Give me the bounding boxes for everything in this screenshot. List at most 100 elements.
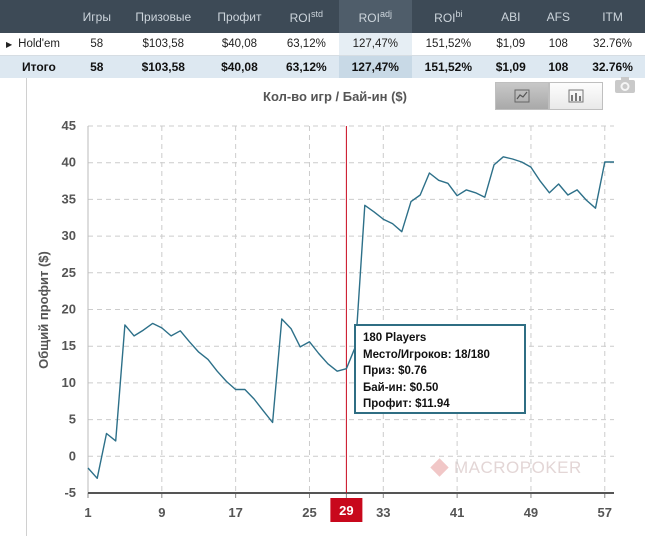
y-tick-label: 20 [62,302,76,317]
y-tick-label: 5 [69,412,76,427]
chart-title: Кол-во игр / Бай-ин ($) [263,89,407,104]
data-point [372,210,376,214]
table-row-holdem[interactable]: ▶ Hold'em 58 $103,58 $40,08 63,12% 127,47… [0,33,645,56]
data-point [427,171,431,175]
y-tick-label: 45 [62,118,76,133]
camera-button[interactable] [614,74,636,96]
data-point [188,340,192,344]
y-tick-label: 15 [62,338,76,353]
cell-abi: $1,09 [484,55,537,78]
line-chart-button[interactable] [495,82,549,110]
data-point [446,181,450,185]
data-point [298,345,302,349]
cell-roi-bi: 151,52% [411,55,485,78]
x-tick-label: 25 [302,505,316,520]
data-point [307,340,311,344]
x-tick-label: 9 [158,505,165,520]
cell-itm: 32.76% [580,33,645,56]
col-header-profit[interactable]: Профит [204,0,274,33]
y-tick-label: -5 [64,485,76,500]
x-tick-label: 33 [376,505,390,520]
stats-table: Игры Призовые Профит ROIstd ROIadj ROIbi… [0,0,645,78]
data-point [243,388,247,392]
cell-afs: 108 [536,33,581,56]
cell-afs: 108 [536,55,581,78]
col-header-prizes[interactable]: Призовые [121,0,205,33]
col-header-games[interactable]: Игры [72,0,122,33]
data-point [141,328,145,332]
data-point [197,350,201,354]
watermark-logo: MACROPOKER [430,458,582,478]
chart-panel [26,78,639,536]
cell-abi: $1,09 [484,33,537,56]
data-point [252,397,256,401]
line-chart-icon [514,89,530,103]
col-header-abi[interactable]: ABI [484,0,537,33]
profit-series-line [87,156,614,479]
data-point [501,155,505,159]
data-point [391,222,395,226]
data-point [566,193,570,197]
stats-header-row: Игры Призовые Профит ROIstd ROIadj ROIbi… [0,0,645,33]
data-point [224,379,228,383]
y-axis-label: Общий профит ($) [36,251,51,369]
y-tick-label: 35 [62,191,76,206]
data-point [529,165,533,169]
col-header-roi-adj[interactable]: ROIadj [338,0,412,33]
data-point [169,334,173,338]
cell-roi-std: 63,12% [273,33,339,56]
data-point [280,317,284,321]
data-point [409,200,413,204]
cell-roi-adj: 127,47% [338,55,412,78]
col-header-afs[interactable]: AFS [536,0,581,33]
x-tick-label: 1 [84,505,91,520]
data-point [344,367,348,371]
col-header-roi-std[interactable]: ROIstd [273,0,339,33]
data-point [492,163,496,167]
data-point [510,157,514,161]
cell-itm: 32.76% [580,55,645,78]
expand-arrow-icon[interactable]: ▶ [6,40,13,49]
y-tick-label: 10 [62,375,76,390]
y-tick-label: 40 [62,155,76,170]
data-point [437,178,441,182]
cell-prizes: $103,58 [121,33,205,56]
data-point [575,188,579,192]
row-name-cell[interactable]: ▶ Hold'em [0,33,72,56]
cell-games: 58 [72,55,122,78]
cell-prizes: $103,58 [121,55,205,78]
data-point [86,466,90,470]
col-header-itm[interactable]: ITM [580,0,645,33]
data-point [123,323,127,327]
bar-chart-icon [568,89,584,103]
tooltip-tournament: 180 Players [363,332,427,344]
data-point [363,203,367,207]
row-name-cell: Итого [0,55,72,78]
tooltip-prize: Приз: $0.76 [363,365,427,377]
data-point [455,194,459,198]
data-point [538,179,542,183]
cell-profit: $40,08 [204,55,274,78]
bar-chart-button[interactable] [549,82,603,110]
cell-roi-bi: 151,52% [411,33,485,56]
y-tick-label: 30 [62,228,76,243]
data-point [547,191,551,195]
table-row-total: Итого 58 $103,58 $40,08 63,12% 127,47% 1… [0,55,645,78]
col-header-roi-bi[interactable]: ROIbi [411,0,485,33]
data-point [400,230,404,234]
data-point [520,160,524,164]
data-point [381,217,385,221]
cell-roi-adj: 127,47% [338,33,412,56]
data-point [104,432,108,436]
camera-icon [615,77,635,93]
tooltip-profit: Профит: $11.94 [363,398,450,410]
cell-profit: $40,08 [204,33,274,56]
data-point [261,409,265,413]
tooltip-buyin: Бай-ин: $0.50 [363,381,439,394]
data-point [612,160,616,164]
data-point [114,439,118,443]
data-point [206,357,210,361]
data-point [289,327,293,331]
data-point [132,334,136,338]
